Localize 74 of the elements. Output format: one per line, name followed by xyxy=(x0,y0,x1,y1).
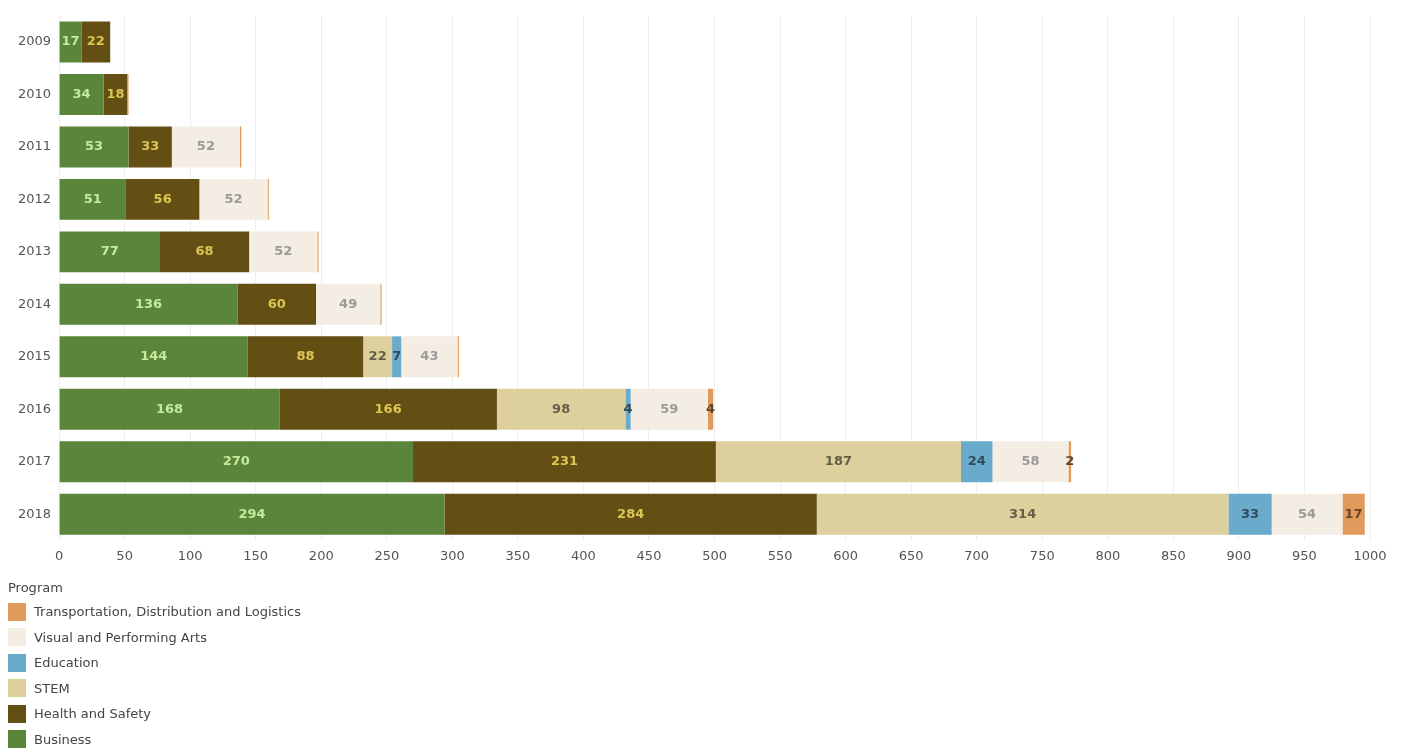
data-label: 187 xyxy=(824,453,852,469)
data-label: 24 xyxy=(967,453,986,469)
x-tick-label: 400 xyxy=(571,547,596,563)
x-tick-label: 500 xyxy=(702,547,727,563)
data-label: 231 xyxy=(550,453,579,469)
data-label: 168 xyxy=(155,400,184,416)
data-label: 22 xyxy=(86,33,105,49)
legend-label: Transportation, Distribution and Logistics xyxy=(34,604,301,620)
x-tick-label: 0 xyxy=(54,547,64,563)
data-label: 284 xyxy=(617,505,645,521)
data-label: 56 xyxy=(153,190,172,206)
data-label: 34 xyxy=(72,85,91,101)
legend-label: STEM xyxy=(34,680,70,696)
x-tick-label: 950 xyxy=(1292,547,1317,563)
data-label: 43 xyxy=(420,348,439,364)
legend-label: Health and Safety xyxy=(34,706,151,722)
x-tick-label: 700 xyxy=(964,547,990,563)
y-tick-label: 2011 xyxy=(17,138,52,154)
y-tick-label: 2012 xyxy=(17,190,52,206)
x-tick-label: 300 xyxy=(439,547,465,563)
data-label: 49 xyxy=(339,295,358,311)
data-label: 18 xyxy=(106,85,125,101)
data-label: 22 xyxy=(368,348,387,364)
y-tick-label: 2016 xyxy=(17,400,52,416)
x-tick-label: 50 xyxy=(116,547,133,563)
x-tick-label: 800 xyxy=(1095,547,1121,563)
legend-title: Program xyxy=(8,580,64,595)
x-tick-label: 900 xyxy=(1226,547,1252,563)
x-tick-label: 200 xyxy=(308,547,334,563)
x-tick-label: 350 xyxy=(505,547,531,563)
x-tick-label: 100 xyxy=(177,547,203,563)
x-tick-label: 150 xyxy=(243,547,269,563)
y-tick-label: 2013 xyxy=(17,243,52,259)
y-tick-label: 2009 xyxy=(17,33,52,49)
data-label: 52 xyxy=(196,138,215,154)
x-tick-label: 450 xyxy=(636,547,662,563)
data-label: 98 xyxy=(552,400,571,416)
data-label: 77 xyxy=(100,243,119,259)
x-tick-label: 1000 xyxy=(1353,547,1387,563)
data-label: 7 xyxy=(392,348,402,364)
data-label: 58 xyxy=(1021,453,1040,469)
y-tick-label: 2017 xyxy=(17,453,52,469)
data-label: 54 xyxy=(1298,505,1317,521)
data-label: 314 xyxy=(1009,505,1037,521)
data-label: 51 xyxy=(83,190,102,206)
x-tick-label: 850 xyxy=(1160,547,1186,563)
data-label: 52 xyxy=(274,243,293,259)
legend-label: Education xyxy=(34,655,99,671)
x-tick-label: 250 xyxy=(374,547,400,563)
data-label: 68 xyxy=(195,243,214,259)
data-label: 60 xyxy=(267,295,286,311)
data-label: 33 xyxy=(1241,505,1260,521)
y-tick-label: 2018 xyxy=(17,505,52,521)
x-tick-label: 750 xyxy=(1029,547,1055,563)
legend-label: Visual and Performing Arts xyxy=(34,629,207,645)
y-tick-label: 2015 xyxy=(17,348,52,364)
data-label: 166 xyxy=(374,400,402,416)
x-tick-label: 650 xyxy=(898,547,924,563)
data-label: 53 xyxy=(85,138,104,154)
data-label: 33 xyxy=(141,138,160,154)
y-tick-label: 2010 xyxy=(17,85,52,101)
data-label: 294 xyxy=(238,505,266,521)
x-tick-label: 600 xyxy=(833,547,859,563)
legend-label: Business xyxy=(34,731,92,747)
x-tick-label: 550 xyxy=(767,547,793,563)
y-tick-label: 2014 xyxy=(17,295,52,311)
data-label: 17 xyxy=(61,33,80,49)
data-label: 59 xyxy=(660,400,679,416)
data-label: 88 xyxy=(296,348,315,364)
data-label: 144 xyxy=(140,348,168,364)
data-label: 17 xyxy=(1344,505,1363,521)
data-label: 270 xyxy=(222,453,250,469)
data-label: 52 xyxy=(224,190,243,206)
data-label: 136 xyxy=(134,295,163,311)
